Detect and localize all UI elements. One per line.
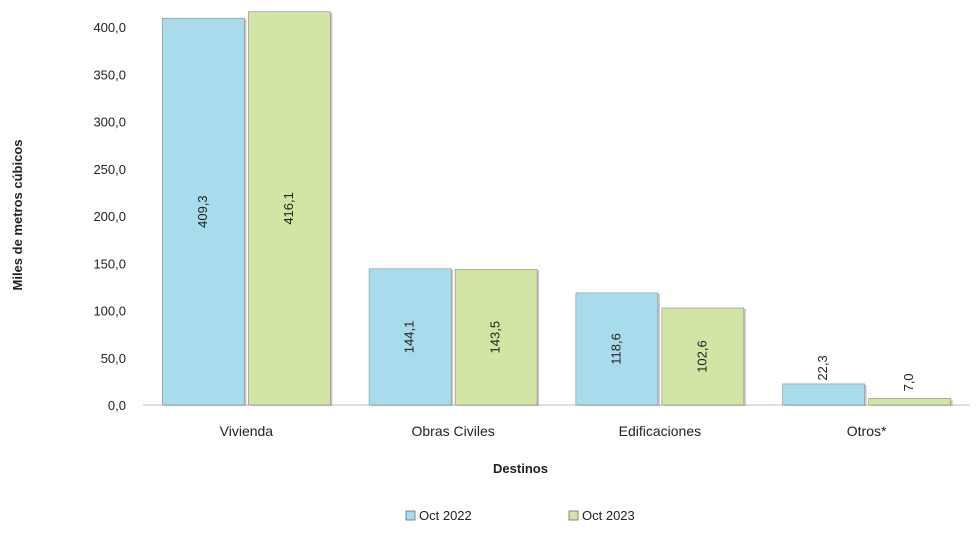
y-tick-label: 50,0 (101, 351, 126, 366)
bar-data-label: 7,0 (901, 373, 916, 391)
bar-data-label: 144,1 (402, 321, 417, 354)
bar-data-label: 409,3 (195, 195, 210, 228)
legend-swatch (568, 510, 579, 521)
y-tick-label: 200,0 (93, 209, 126, 224)
bar-data-label: 22,3 (815, 355, 830, 380)
y-tick-label: 250,0 (93, 162, 126, 177)
bar-data-label: 102,6 (694, 340, 709, 373)
category-label: Obras Civiles (412, 423, 495, 439)
y-axis-ticks: 0,0 50,0 100,0 150,0 200,0 250,0 300,0 350,0 400… (93, 20, 126, 413)
y-tick-label: 400,0 (93, 20, 126, 35)
bar (162, 17, 245, 406)
bar (782, 383, 865, 406)
legend-label: Oct 2022 (419, 508, 472, 523)
y-axis-title: Miles de metros cúbicos (10, 140, 25, 291)
bar (368, 268, 452, 406)
legend-label: Oct 2023 (582, 508, 635, 523)
bar (454, 269, 538, 406)
bar-data-label: 118,6 (608, 333, 623, 365)
bar (248, 11, 331, 406)
bar-data-label: 416,1 (281, 192, 296, 225)
bar (575, 292, 659, 406)
y-tick-label: 150,0 (93, 256, 126, 271)
y-tick-label: 350,0 (93, 67, 126, 82)
legend: Oct 2022 Oct 2023 (405, 508, 635, 523)
category-label: Vivienda (220, 423, 274, 439)
bar (868, 398, 951, 406)
category-labels: Vivienda Obras Civiles Edificaciones Otros* (220, 423, 887, 439)
bar-data-label: 143,5 (488, 321, 503, 354)
legend-swatch (405, 510, 416, 521)
category-label: Edificaciones (619, 423, 702, 439)
bars: 409,3 416,1 144,1 143,5 118,6 102,6 22,3 7,0 (162, 11, 953, 407)
y-tick-label: 0,0 (108, 398, 126, 413)
category-label: Otros* (847, 423, 887, 439)
y-tick-label: 100,0 (93, 304, 126, 319)
x-axis-title: Destinos (493, 461, 548, 476)
y-tick-label: 300,0 (93, 115, 126, 130)
bar (661, 307, 745, 406)
